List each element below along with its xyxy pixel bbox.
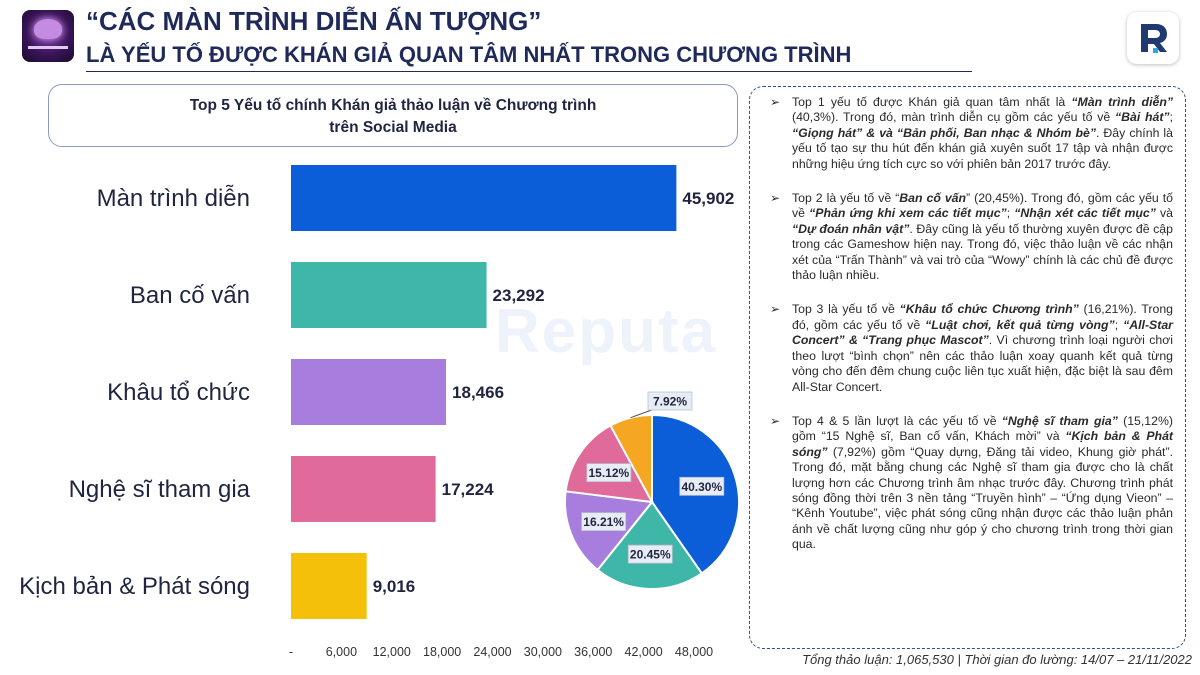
bar-5 xyxy=(291,553,367,619)
arrow-bullet-icon: ➢ xyxy=(770,95,781,109)
insight-note-2: ➢ Top 2 là yếu tố về “Ban cố vấn” (20,45%… xyxy=(762,191,1173,283)
value-label: 18,466 xyxy=(452,383,504,402)
chart-title-line-1: Top 5 Yếu tố chính Khán giả thảo luận về… xyxy=(189,97,597,114)
chart-title-line-2: trên Social Media xyxy=(329,119,457,136)
pie-label: 40.30% xyxy=(681,480,722,494)
category-label: Kịch bản & Phát sóng xyxy=(19,573,250,600)
note-emphasis: “Nhận xét các tiết mục” xyxy=(1014,206,1156,221)
note-text: Top 2 là yếu tố về “ xyxy=(792,191,900,206)
note-emphasis: “Bài hát” xyxy=(1114,110,1170,125)
note-emphasis: “Phản ứng khi xem các tiết mục” xyxy=(809,206,1007,221)
pie-label: 16.21% xyxy=(583,515,624,529)
pie-label-box xyxy=(627,544,673,564)
page-subtitle: LÀ YẾU TỐ ĐƯỢC KHÁN GIẢ QUAN TÂM NHẤT TR… xyxy=(86,42,852,67)
note-emphasis: “Màn trình diễn” xyxy=(1071,95,1173,109)
insight-note-3: ➢ Top 3 là yếu tố về “Khâu tổ chức Chương… xyxy=(762,302,1173,394)
pie-slice-5 xyxy=(609,413,653,503)
mask-emblem xyxy=(34,19,62,39)
note-text: . Vì chương trình loại người chơi theo l… xyxy=(792,333,1173,394)
value-label: 23,292 xyxy=(493,286,545,305)
note-text: . Đây cũng là yếu tố thường xuyên được đ… xyxy=(792,221,1173,283)
note-emphasis: “Kịch bản & Phát sóng” xyxy=(792,429,1173,459)
pie-layer: 40.30% 20.45% 16.21% 15.12% 7.92% xyxy=(564,391,740,590)
note-text: ; xyxy=(1169,110,1174,125)
insight-note-4: ➢ Top 4 & 5 lần lượt là các yếu tố về “Ng… xyxy=(762,414,1173,553)
insight-note-1: ➢ Top 1 yếu tố được Khán giả quan tâm nhấ… xyxy=(762,95,1173,172)
note-text: (40,3%). Trong đó, màn trình diễn cụ gồm… xyxy=(792,110,1115,125)
note-text: và xyxy=(1155,206,1173,221)
insights-panel: ➢ Top 1 yếu tố được Khán giả quan tâm nhấ… xyxy=(749,86,1186,649)
note-emphasis: Ban cố vấn xyxy=(899,191,967,206)
pie-label-box xyxy=(647,391,693,411)
bars-layer: Màn trình diễn 45,902 Ban cố vấn 23,292 Khâu… xyxy=(19,165,734,659)
value-label: 17,224 xyxy=(442,480,495,499)
x-tick-label: 12,000 xyxy=(373,645,411,659)
category-label: Ban cố vấn xyxy=(130,282,250,309)
note-emphasis: “Nghệ sĩ tham gia” xyxy=(1001,413,1118,428)
bar-1 xyxy=(291,165,677,231)
page-title: “CÁC MÀN TRÌNH DIỄN ẤN TƯỢNG” xyxy=(86,6,542,36)
note-text: ” (20,45%). Trong đó, gồm các yếu tố về xyxy=(792,191,1173,221)
note-text: ; xyxy=(1006,206,1015,221)
x-tick-label: 30,000 xyxy=(524,645,562,659)
arrow-bullet-icon: ➢ xyxy=(770,413,781,428)
chart-title-box: Top 5 Yếu tố chính Khán giả thảo luận về… xyxy=(48,84,738,147)
x-tick-label: 36,000 xyxy=(574,645,612,659)
category-label: Màn trình diễn xyxy=(97,185,250,212)
note-text: Top 1 yếu tố được Khán giả quan tâm nhất… xyxy=(792,95,1072,109)
bar-and-pie-chart: Màn trình diễn 45,902 Ban cố vấn 23,292 Khâu… xyxy=(19,165,740,659)
x-tick-label: 42,000 xyxy=(625,645,663,659)
pie-label-box xyxy=(581,512,627,532)
note-text: (7,92%) gồm “Quay dựng, Đăng tải video, … xyxy=(792,444,1173,552)
arrow-bullet-icon: ➢ xyxy=(770,191,781,206)
pie-label-box xyxy=(679,476,725,496)
pie-label: 20.45% xyxy=(630,548,671,562)
value-label: 9,016 xyxy=(373,577,416,596)
footer-summary: Tổng thảo luận: 1,065,530 | Thời gian đo… xyxy=(802,652,1192,667)
value-label: 45,902 xyxy=(682,189,734,208)
reputa-r-icon xyxy=(1141,24,1167,53)
note-emphasis: “All-Star Concert” & “Trang phục Mascot” xyxy=(792,317,1173,348)
pie-label: 7.92% xyxy=(653,395,687,409)
x-tick-label: - xyxy=(289,645,293,659)
note-emphasis: “Giọng hát” & và “Bản phối, Ban nhạc & N… xyxy=(792,125,1096,140)
note-text: ; xyxy=(1114,317,1124,332)
show-logo xyxy=(22,10,74,62)
note-emphasis: “Dự đoán nhân vật” xyxy=(792,221,910,236)
x-tick-label: 6,000 xyxy=(326,645,357,659)
note-text: Top 4 & 5 lần lượt là các yếu tố về xyxy=(792,413,1002,428)
note-emphasis: “Khâu tổ chức Chương trình” xyxy=(899,302,1079,317)
bar-4 xyxy=(291,456,436,522)
x-tick-label: 48,000 xyxy=(675,645,713,659)
category-label: Nghệ sĩ tham gia xyxy=(69,476,251,503)
note-text: (16,21%). Trong đó, gồm các yếu tố về xyxy=(792,302,1173,332)
category-label: Khâu tổ chức xyxy=(107,379,250,406)
note-text: (15,12%) gồm “15 Nghệ sĩ, Ban cố vấn, Kh… xyxy=(792,413,1173,444)
brand-logo xyxy=(1127,12,1179,64)
arrow-bullet-icon: ➢ xyxy=(770,302,781,317)
x-tick-label: 24,000 xyxy=(473,645,511,659)
pie-label-box xyxy=(586,463,632,483)
bar-3 xyxy=(291,359,447,425)
note-text: . Đây chính là yếu tố tạo sự thu hút đến… xyxy=(792,125,1173,171)
logo-stripe xyxy=(28,46,68,49)
watermark: Reputa xyxy=(495,297,718,366)
note-emphasis: “Luật chơi, kết quả từng vòng” xyxy=(925,317,1115,332)
pie-label: 15.12% xyxy=(589,466,630,480)
title-divider xyxy=(86,71,972,72)
x-tick-label: 18,000 xyxy=(423,645,461,659)
note-text: Top 3 là yếu tố về xyxy=(792,302,900,317)
bar-2 xyxy=(291,262,487,328)
